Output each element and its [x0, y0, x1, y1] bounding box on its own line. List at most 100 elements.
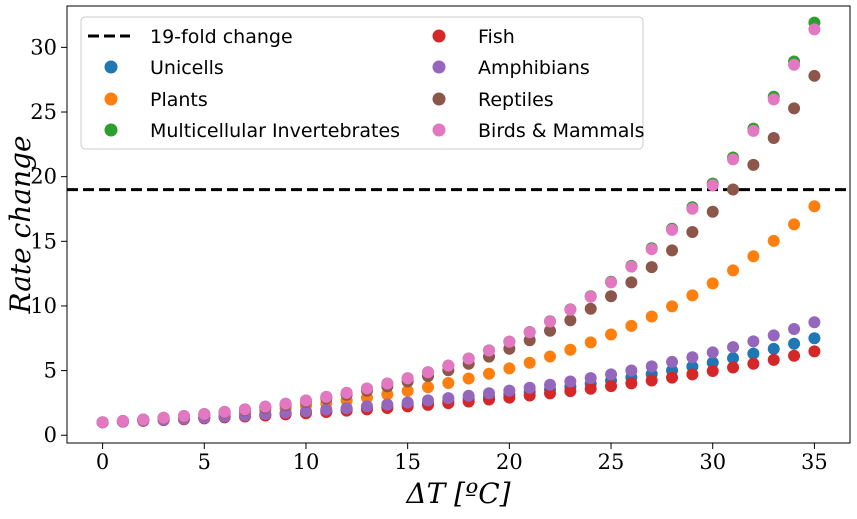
x-tick-label: 0 — [96, 450, 109, 474]
data-point — [808, 316, 821, 329]
data-point — [808, 345, 821, 358]
data-point — [666, 371, 679, 384]
data-point — [584, 372, 597, 385]
data-point — [605, 276, 618, 289]
data-point — [767, 234, 780, 247]
data-point — [605, 380, 618, 393]
data-point — [666, 300, 679, 313]
data-point — [767, 342, 780, 355]
legend-label: Amphibians — [478, 57, 590, 79]
legend-label: Plants — [150, 89, 208, 111]
data-point — [544, 350, 557, 363]
data-point — [625, 364, 638, 377]
y-axis-title: Rate change — [4, 135, 37, 314]
data-point — [462, 372, 475, 385]
data-point — [299, 405, 312, 418]
data-point — [503, 335, 516, 348]
data-point — [523, 381, 536, 394]
data-point — [320, 403, 333, 416]
data-point — [544, 387, 557, 400]
legend-label: Reptiles — [478, 89, 554, 111]
data-point — [706, 205, 719, 218]
data-point — [747, 357, 760, 370]
data-point — [645, 261, 658, 274]
data-point — [727, 264, 740, 277]
data-point — [767, 132, 780, 145]
data-point — [666, 244, 679, 257]
data-point — [157, 411, 170, 424]
data-point — [259, 400, 272, 413]
data-point — [727, 352, 740, 365]
y-tick-label: 25 — [30, 100, 57, 124]
data-point — [584, 382, 597, 395]
legend-dot-marker — [104, 60, 118, 74]
legend-dot-marker — [104, 92, 118, 106]
legend-item: 19-fold change — [88, 26, 293, 48]
data-point — [544, 315, 557, 328]
data-point — [727, 153, 740, 166]
data-point — [605, 290, 618, 303]
x-tick-label: 25 — [598, 450, 625, 474]
data-point — [360, 382, 373, 395]
data-point — [421, 381, 434, 394]
data-point — [401, 372, 414, 385]
data-point — [645, 310, 658, 323]
data-point — [686, 368, 699, 381]
data-point — [340, 402, 353, 415]
data-point — [788, 58, 801, 71]
data-point — [666, 223, 679, 236]
data-point — [584, 302, 597, 315]
data-point — [360, 400, 373, 413]
y-tick-label: 20 — [30, 165, 57, 189]
legend-dot-marker — [432, 29, 446, 43]
y-tick-label: 5 — [44, 359, 57, 383]
legend-item: Unicells — [104, 57, 224, 79]
y-tick-label: 10 — [30, 294, 57, 318]
data-point — [727, 361, 740, 374]
legend-item: Reptiles — [432, 89, 554, 111]
data-point — [625, 276, 638, 289]
y-tick-label: 15 — [30, 229, 57, 253]
data-point — [381, 398, 394, 411]
data-point — [218, 405, 231, 418]
legend-dot-marker — [432, 92, 446, 106]
data-point — [706, 356, 719, 369]
data-point — [686, 351, 699, 364]
data-point — [442, 377, 455, 390]
data-point — [279, 397, 292, 410]
legend-label: Fish — [478, 26, 515, 48]
data-point — [483, 387, 496, 400]
data-point — [767, 93, 780, 106]
data-point — [666, 355, 679, 368]
legend-box — [80, 16, 644, 150]
data-point — [381, 377, 394, 390]
legend-dot-marker — [104, 123, 118, 137]
y-tick-label: 0 — [44, 423, 57, 447]
data-point — [747, 335, 760, 348]
data-point — [747, 124, 760, 137]
data-point — [686, 202, 699, 215]
data-point — [747, 158, 760, 171]
data-point — [727, 183, 740, 196]
data-point — [442, 392, 455, 405]
legend-label: Birds & Mammals — [478, 120, 645, 142]
data-point — [808, 69, 821, 82]
legend-item: Birds & Mammals — [432, 120, 645, 142]
data-point — [706, 364, 719, 377]
data-point — [421, 366, 434, 379]
data-point — [544, 378, 557, 391]
data-point — [767, 329, 780, 342]
legend-dot-marker — [432, 60, 446, 74]
data-point — [605, 328, 618, 341]
data-point — [645, 374, 658, 387]
data-point — [462, 389, 475, 402]
data-point — [116, 415, 129, 428]
data-point — [96, 416, 109, 429]
data-point — [544, 324, 557, 337]
data-point — [584, 336, 597, 349]
data-point — [788, 102, 801, 115]
data-point — [706, 179, 719, 192]
x-tick-label: 15 — [394, 450, 421, 474]
